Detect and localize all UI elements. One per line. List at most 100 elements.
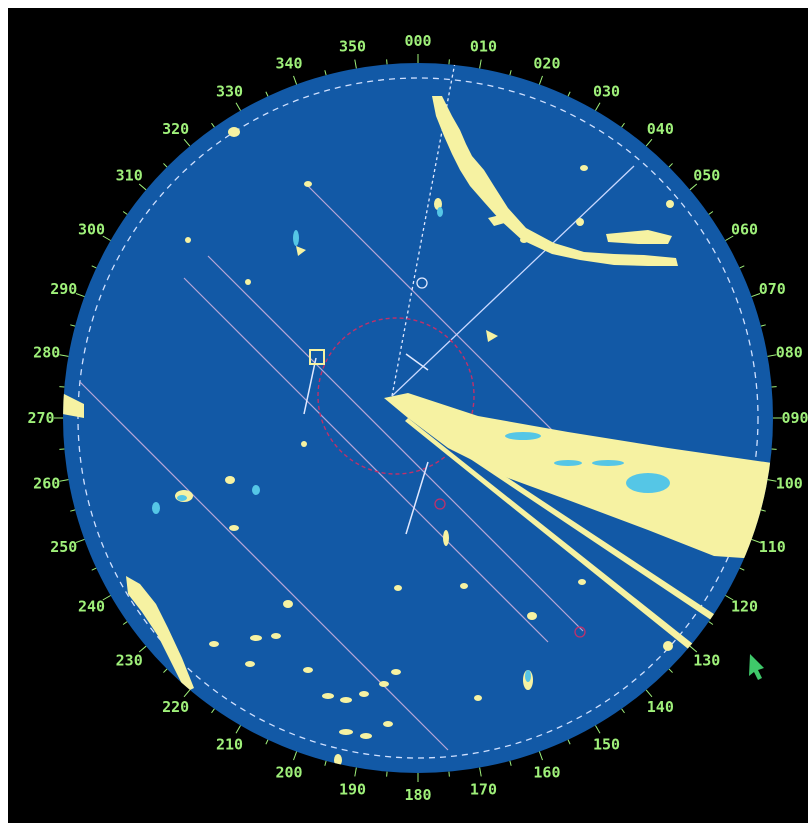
bearing-tick [324,760,327,766]
bearing-label-110: 110 [759,538,786,556]
target-circle-magenta[interactable] [434,498,446,510]
bearing-label-280: 280 [33,344,60,362]
bearing-label-200: 200 [276,763,303,781]
bearing-tick [183,689,191,698]
bearing-tick [211,122,215,128]
bearing-scale [54,54,782,782]
bearing-tick [183,138,191,147]
bearing-labels: 000 010 020 030 040 050 060 070 080 090 100 110 120 1… [27,32,808,804]
bearing-label-330: 330 [216,83,243,101]
target-vectors [303,353,429,535]
bearing-label-160: 160 [533,763,560,781]
bearing-tick [75,538,85,543]
bearing-tick [324,70,327,76]
bearing-tick [668,163,673,168]
bearing-label-040: 040 [647,120,674,138]
bearing-label-130: 130 [693,651,720,669]
bearing-tick [708,621,714,625]
parallel-index-lines [79,185,584,751]
bearing-tick [645,689,653,698]
target-square-icon[interactable] [309,349,325,365]
bearing-tick [725,595,734,601]
heading-line[interactable] [391,20,464,397]
parallel-index-line[interactable] [307,185,579,457]
parallel-index-line[interactable] [207,255,584,632]
target-circle-magenta[interactable] [574,626,586,638]
bearing-label-070: 070 [759,280,786,298]
bearing-label-350: 350 [339,38,366,56]
bearing-tick [354,59,357,69]
radar-display: 000 010 020 030 040 050 060 070 080 090 100 110 120 1… [27,20,808,804]
bearing-label-020: 020 [533,55,560,73]
sector-echo [384,393,772,652]
bearing-tick [235,725,241,734]
bearing-tick [235,102,241,111]
range-ring [77,77,759,759]
bearing-tick [595,725,601,734]
bearing-label-340: 340 [276,55,303,73]
bearing-tick [102,235,111,241]
bearing-label-220: 220 [162,698,189,716]
bearing-tick [122,211,128,215]
bearing-tick [479,59,482,69]
bearing-label-100: 100 [776,474,803,492]
bearing-tick [567,91,571,97]
bearing-tick [739,567,745,571]
sector-echo-detail [505,432,670,493]
bearing-tick [760,324,766,327]
bearing-tick [91,265,97,269]
bearing-tick [538,75,543,85]
bearing-tick [739,265,745,269]
bearing-tick [708,211,714,215]
bearing-tick [211,708,215,714]
bearing-label-120: 120 [731,598,758,616]
bearing-tick [479,767,482,777]
scope-content [63,20,772,766]
bearing-tick [725,235,734,241]
bearing-tick [293,75,298,85]
bearing-tick [668,668,673,673]
bearing-label-090: 090 [781,409,808,427]
bearing-tick [767,354,777,357]
bearing-tick [59,354,69,357]
bearing-tick [265,739,269,745]
bearing-label-030: 030 [593,83,620,101]
bearing-tick [509,760,512,766]
target-circle[interactable] [416,277,428,289]
bearing-label-010: 010 [470,38,497,56]
bearing-tick [75,293,85,298]
bearing-label-240: 240 [78,598,105,616]
variable-range-marker[interactable] [317,317,475,475]
bearing-tick [751,293,761,298]
bearing-tick [163,163,168,168]
coastline-echo [432,96,678,266]
bearing-label-250: 250 [50,538,77,556]
bearing-label-060: 060 [731,221,758,239]
electronic-bearing-line[interactable] [391,165,635,397]
bearing-label-080: 080 [776,344,803,362]
bearing-label-050: 050 [693,167,720,185]
bearing-tick [751,538,761,543]
bearing-label-150: 150 [593,735,620,753]
radar-screen: 000 010 020 030 040 050 060 070 080 090 100 110 120 1… [8,8,808,823]
parallel-index-line[interactable] [183,277,549,643]
bearing-label-140: 140 [647,698,674,716]
bearing-tick [567,739,571,745]
bearing-tick [354,767,357,777]
bearing-label-210: 210 [216,735,243,753]
bearing-label-170: 170 [470,780,497,798]
cyan-echoes [152,207,531,682]
bearing-tick [621,708,625,714]
bearing-tick [689,645,698,653]
bearing-label-180: 180 [404,786,431,804]
bearing-tick [509,70,512,76]
bearing-label-270: 270 [27,409,54,427]
bearing-tick [595,102,601,111]
bearing-label-260: 260 [33,474,60,492]
bearing-tick [293,751,298,761]
bearing-tick [59,479,69,482]
bearing-tick [538,751,543,761]
bearing-tick [122,621,128,625]
parallel-index-line[interactable] [79,381,449,751]
bearing-label-310: 310 [116,167,143,185]
